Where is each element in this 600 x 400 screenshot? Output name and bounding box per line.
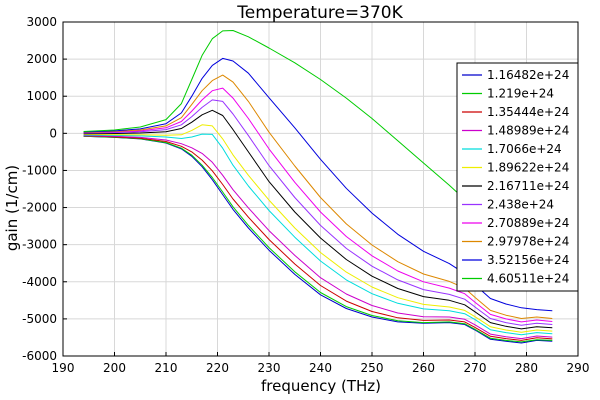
- series-line-8: [83, 99, 553, 326]
- y-tick-label: -4000: [22, 275, 57, 289]
- x-axis-label: frequency (THz): [261, 377, 381, 395]
- x-tick-label: 220: [206, 361, 229, 375]
- legend-label: 1.89622e+24: [487, 161, 569, 175]
- legend-label: 2.16711e+24: [487, 179, 569, 193]
- y-tick-label: 0: [49, 126, 57, 140]
- series-line-4: [83, 135, 553, 340]
- legend: 1.16482e+24 1.219e+24 1.35444e+24 1.48989e+…: [456, 62, 579, 292]
- x-tick-label: 230: [258, 361, 281, 375]
- series-line-1: [83, 135, 553, 344]
- legend-label: 2.70889e+24: [487, 216, 569, 230]
- y-axis-label: gain (1/cm): [3, 165, 21, 251]
- legend-label: 2.438e+24: [487, 198, 554, 212]
- chart-title: Temperature=370K: [236, 3, 403, 23]
- series-line-7: [83, 109, 553, 330]
- y-tick-label: 1000: [26, 89, 57, 103]
- series-line-3: [83, 135, 553, 341]
- series-line-6: [83, 124, 553, 333]
- y-tick-label: 2000: [26, 52, 57, 66]
- legend-label: 1.16482e+24: [487, 68, 569, 82]
- x-tick-label: 260: [412, 361, 435, 375]
- legend-label: 1.219e+24: [487, 87, 554, 101]
- x-tick-label: 190: [52, 361, 75, 375]
- legend-label: 1.7066e+24: [487, 142, 562, 156]
- x-tick-label: 250: [361, 361, 384, 375]
- legend-box: [456, 62, 579, 292]
- legend-label: 1.35444e+24: [487, 105, 569, 119]
- x-tick-label: 290: [567, 361, 590, 375]
- legend-label: 2.97978e+24: [487, 235, 569, 249]
- y-tick-label: -2000: [22, 201, 57, 215]
- series-layer: [83, 30, 553, 344]
- x-tick-label: 280: [515, 361, 538, 375]
- y-tick-label: -6000: [22, 349, 57, 363]
- y-tick-label: -5000: [22, 312, 57, 326]
- y-tick-label: -3000: [22, 238, 57, 252]
- series-line-5: [83, 133, 553, 336]
- legend-label: 4.60511e+24: [487, 272, 569, 286]
- series-line-2: [83, 135, 553, 343]
- series-line-11: [83, 57, 553, 312]
- y-tick-label: -1000: [22, 163, 57, 177]
- legend-label: 3.52156e+24: [487, 253, 569, 267]
- x-tick-label: 270: [464, 361, 487, 375]
- x-tick-label: 210: [155, 361, 178, 375]
- x-axis-ticks: 190 200 210 220 230 240 250 260 270 280 290: [52, 352, 590, 375]
- y-axis-ticks: -6000 -5000 -4000 -3000 -2000 -1000 0 1000 2000 3…: [22, 15, 67, 363]
- series-line-10: [83, 74, 553, 319]
- x-tick-label: 200: [103, 361, 126, 375]
- legend-label: 1.48989e+24: [487, 124, 569, 138]
- series-line-9: [83, 87, 553, 323]
- y-tick-label: 3000: [26, 15, 57, 29]
- x-tick-label: 240: [309, 361, 332, 375]
